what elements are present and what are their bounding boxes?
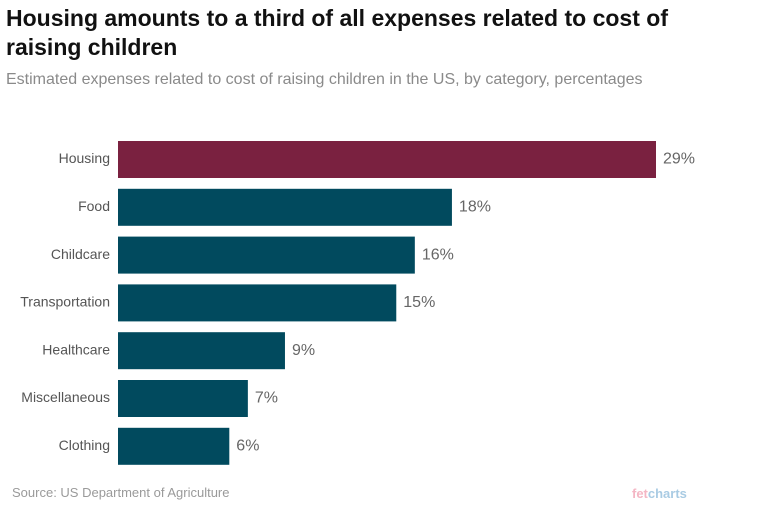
category-label-healthcare: Healthcare: [42, 341, 110, 357]
value-label-housing: 29%: [663, 151, 695, 168]
bar-transportation: [118, 284, 397, 322]
category-label-childcare: Childcare: [51, 246, 110, 262]
bar-food: [118, 188, 452, 226]
bar-housing: [118, 141, 656, 178]
source-note: Source: US Department of Agriculture: [12, 485, 230, 500]
category-label-housing: Housing: [59, 150, 110, 166]
bar-clothing: [118, 427, 230, 465]
bar-miscellaneous: [118, 380, 248, 417]
value-label-transportation: 15%: [403, 294, 435, 311]
category-label-miscellaneous: Miscellaneous: [21, 389, 110, 405]
brand-logo-part1: fet: [632, 486, 648, 501]
value-label-miscellaneous: 7%: [255, 390, 278, 407]
value-label-food: 18%: [459, 199, 491, 216]
category-label-clothing: Clothing: [59, 437, 110, 453]
chart-subtitle: Estimated expenses related to cost of ra…: [6, 71, 643, 88]
category-label-food: Food: [78, 198, 110, 214]
chart-title: Housing amounts to a third of all expens…: [6, 5, 668, 60]
brand-logo: fetcharts: [632, 486, 687, 501]
value-label-childcare: 16%: [422, 246, 454, 263]
bar-healthcare: [118, 332, 285, 370]
category-label-transportation: Transportation: [20, 294, 110, 310]
brand-logo-part2: charts: [647, 486, 687, 501]
value-label-clothing: 6%: [236, 438, 259, 455]
bar-chart: Housing 29% Food 18% Childcare 16% Transportat…: [20, 141, 695, 465]
bar-childcare: [118, 236, 415, 274]
value-label-healthcare: 9%: [292, 342, 315, 359]
